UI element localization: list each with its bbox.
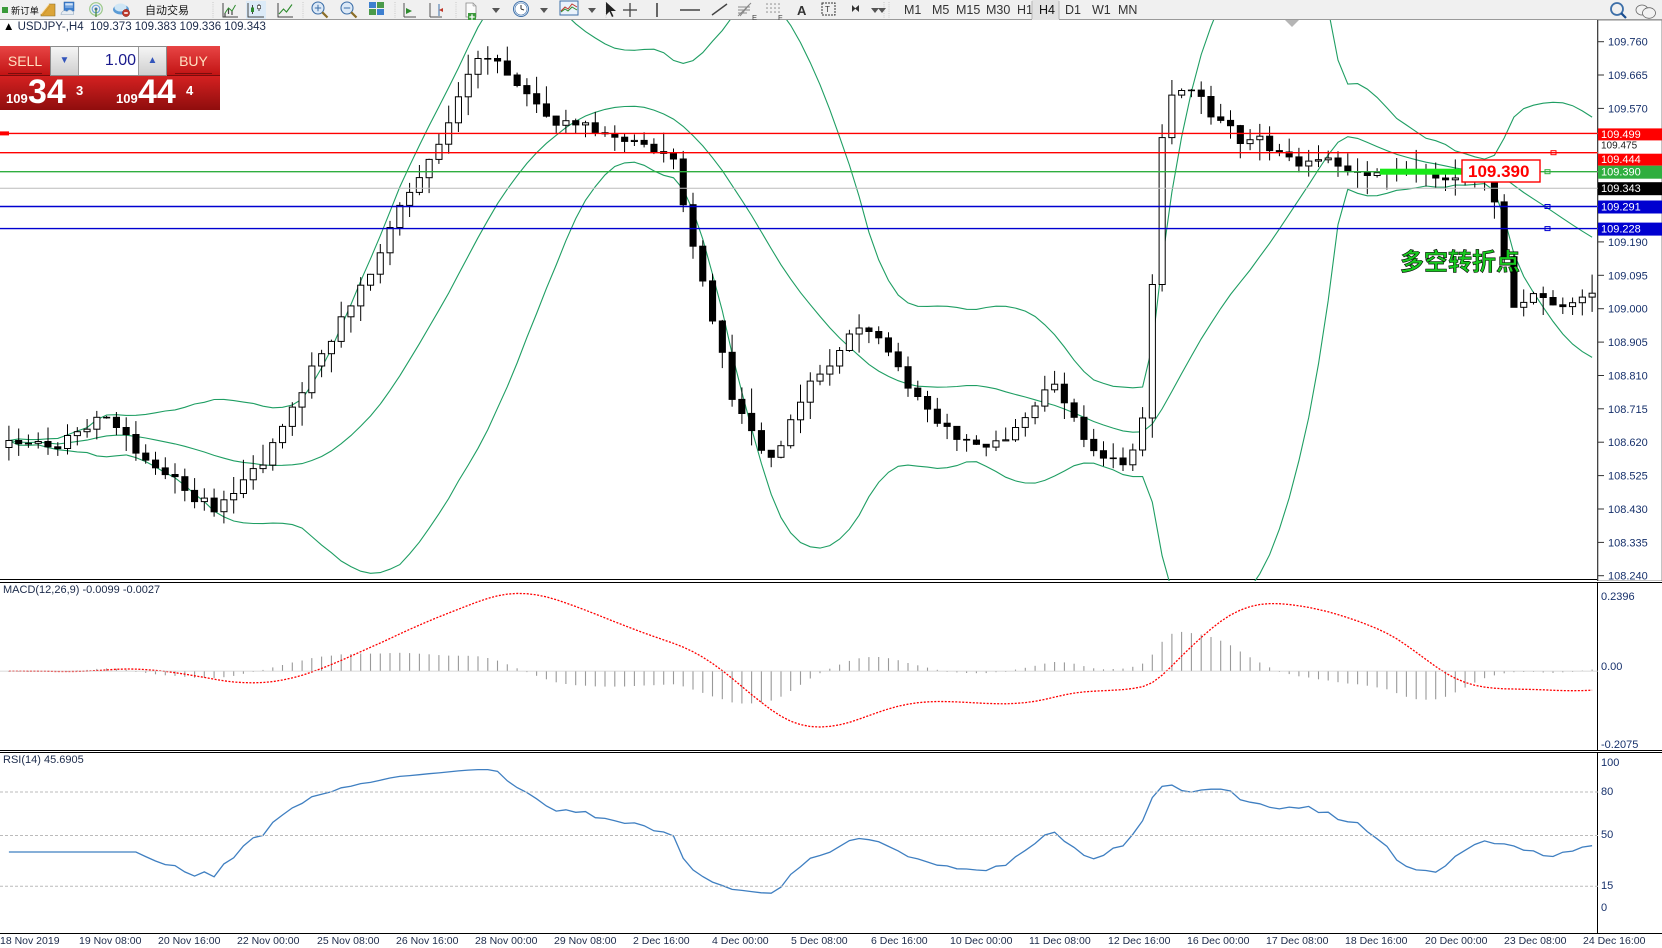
svg-text:M1: M1 <box>904 3 921 17</box>
svg-text:109.000: 109.000 <box>1608 304 1648 316</box>
svg-text:108.525: 108.525 <box>1608 471 1648 483</box>
svg-text:109.390: 109.390 <box>1601 167 1641 179</box>
svg-text:109.390: 109.390 <box>1468 162 1529 181</box>
svg-text:T: T <box>825 5 830 14</box>
svg-text:109.444: 109.444 <box>1601 154 1641 166</box>
svg-text:108.810: 108.810 <box>1608 371 1648 383</box>
svg-text:E: E <box>752 13 757 20</box>
svg-text:W1: W1 <box>1092 3 1111 17</box>
svg-text:108.240: 108.240 <box>1608 571 1648 581</box>
svg-text:108.905: 108.905 <box>1608 337 1648 349</box>
svg-text:H1: H1 <box>1017 3 1033 17</box>
svg-text:108.430: 108.430 <box>1608 504 1648 516</box>
svg-text:M30: M30 <box>986 3 1010 17</box>
svg-text:109.665: 109.665 <box>1608 70 1648 82</box>
svg-text:109.190: 109.190 <box>1608 237 1648 249</box>
svg-text:108.715: 108.715 <box>1608 404 1648 416</box>
svg-text:109.095: 109.095 <box>1608 270 1648 282</box>
svg-text:F: F <box>778 13 783 20</box>
svg-text:M5: M5 <box>932 3 949 17</box>
svg-text:109.760: 109.760 <box>1608 37 1648 49</box>
svg-text:A: A <box>797 3 807 18</box>
svg-text:H4: H4 <box>1039 3 1055 17</box>
svg-text:M15: M15 <box>956 3 980 17</box>
svg-text:109.570: 109.570 <box>1608 103 1648 115</box>
svg-text:多空转折点: 多空转折点 <box>1400 242 1520 277</box>
svg-text:109.228: 109.228 <box>1601 224 1641 236</box>
svg-text:D1: D1 <box>1065 3 1081 17</box>
svg-text:109.343: 109.343 <box>1601 183 1641 195</box>
svg-text:108.620: 108.620 <box>1608 437 1648 449</box>
svg-text:109.499: 109.499 <box>1601 129 1641 141</box>
svg-text:108.335: 108.335 <box>1608 537 1648 549</box>
svg-text:109.291: 109.291 <box>1601 202 1641 214</box>
svg-text:MN: MN <box>1118 3 1137 17</box>
svg-text:109.475: 109.475 <box>1601 141 1638 152</box>
